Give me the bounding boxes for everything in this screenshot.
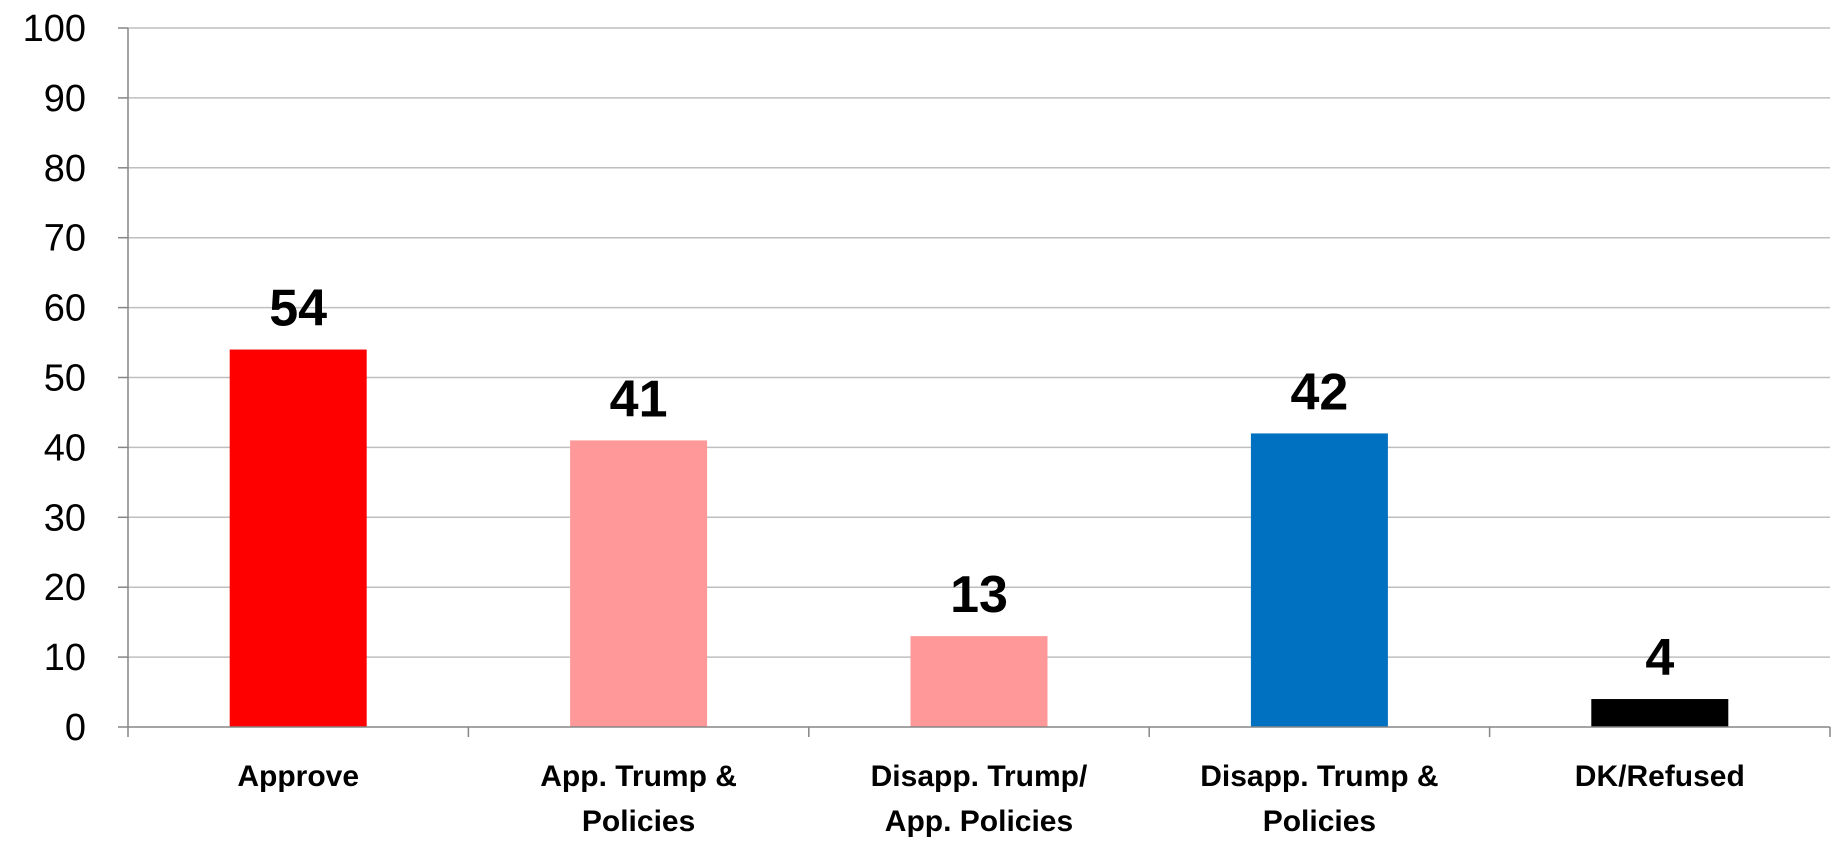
x-tick-label: Disapp. Trump/App. Policies [871,760,1088,838]
data-labels: 54 41 13 42 4 [269,280,1674,687]
bars [229,349,1729,727]
y-tick-label: 80 [44,148,86,190]
bar [1250,433,1388,727]
y-tick-label: 20 [44,567,86,609]
y-tick-label: 0 [65,707,86,749]
data-label: 41 [610,370,668,428]
y-tick-label: 90 [44,78,86,120]
axes [118,27,1831,737]
bar [910,636,1048,727]
x-tick-label: Disapp. Trump & Policies [1200,760,1438,838]
x-tick-label: Approve [237,760,359,793]
y-axis-tick-labels: 0 10 20 30 40 50 60 70 80 90 100 [23,8,86,749]
y-tick-label: 60 [44,288,86,330]
x-tick-label-line: App. Policies [885,805,1073,838]
x-tick-label: App. Trump & Policies [540,760,737,838]
x-tick-label: DK/Refused [1575,760,1745,793]
data-label: 13 [950,566,1008,624]
y-tick-label: 50 [44,358,86,400]
x-tick-label-line: DK/Refused [1575,760,1745,793]
bar [570,440,708,727]
grid-lines [128,27,1830,658]
y-tick-label: 100 [23,8,86,50]
bar [1591,699,1729,727]
x-tick-label-line: Disapp. Trump & [1200,760,1438,793]
x-tick-label-line: Policies [582,805,695,838]
bar [229,349,367,727]
data-label: 4 [1645,629,1674,687]
y-tick-label: 30 [44,497,86,539]
x-tick-label-line: Approve [237,760,359,793]
x-tick-label-line: App. Trump & [540,760,737,793]
data-label: 54 [269,280,327,338]
y-tick-label: 40 [44,427,86,469]
data-label: 42 [1290,363,1348,421]
x-tick-label-line: Disapp. Trump/ [871,760,1088,793]
x-tick-label-line: Policies [1263,805,1376,838]
y-tick-label: 70 [44,218,86,260]
y-tick-label: 10 [44,637,86,679]
